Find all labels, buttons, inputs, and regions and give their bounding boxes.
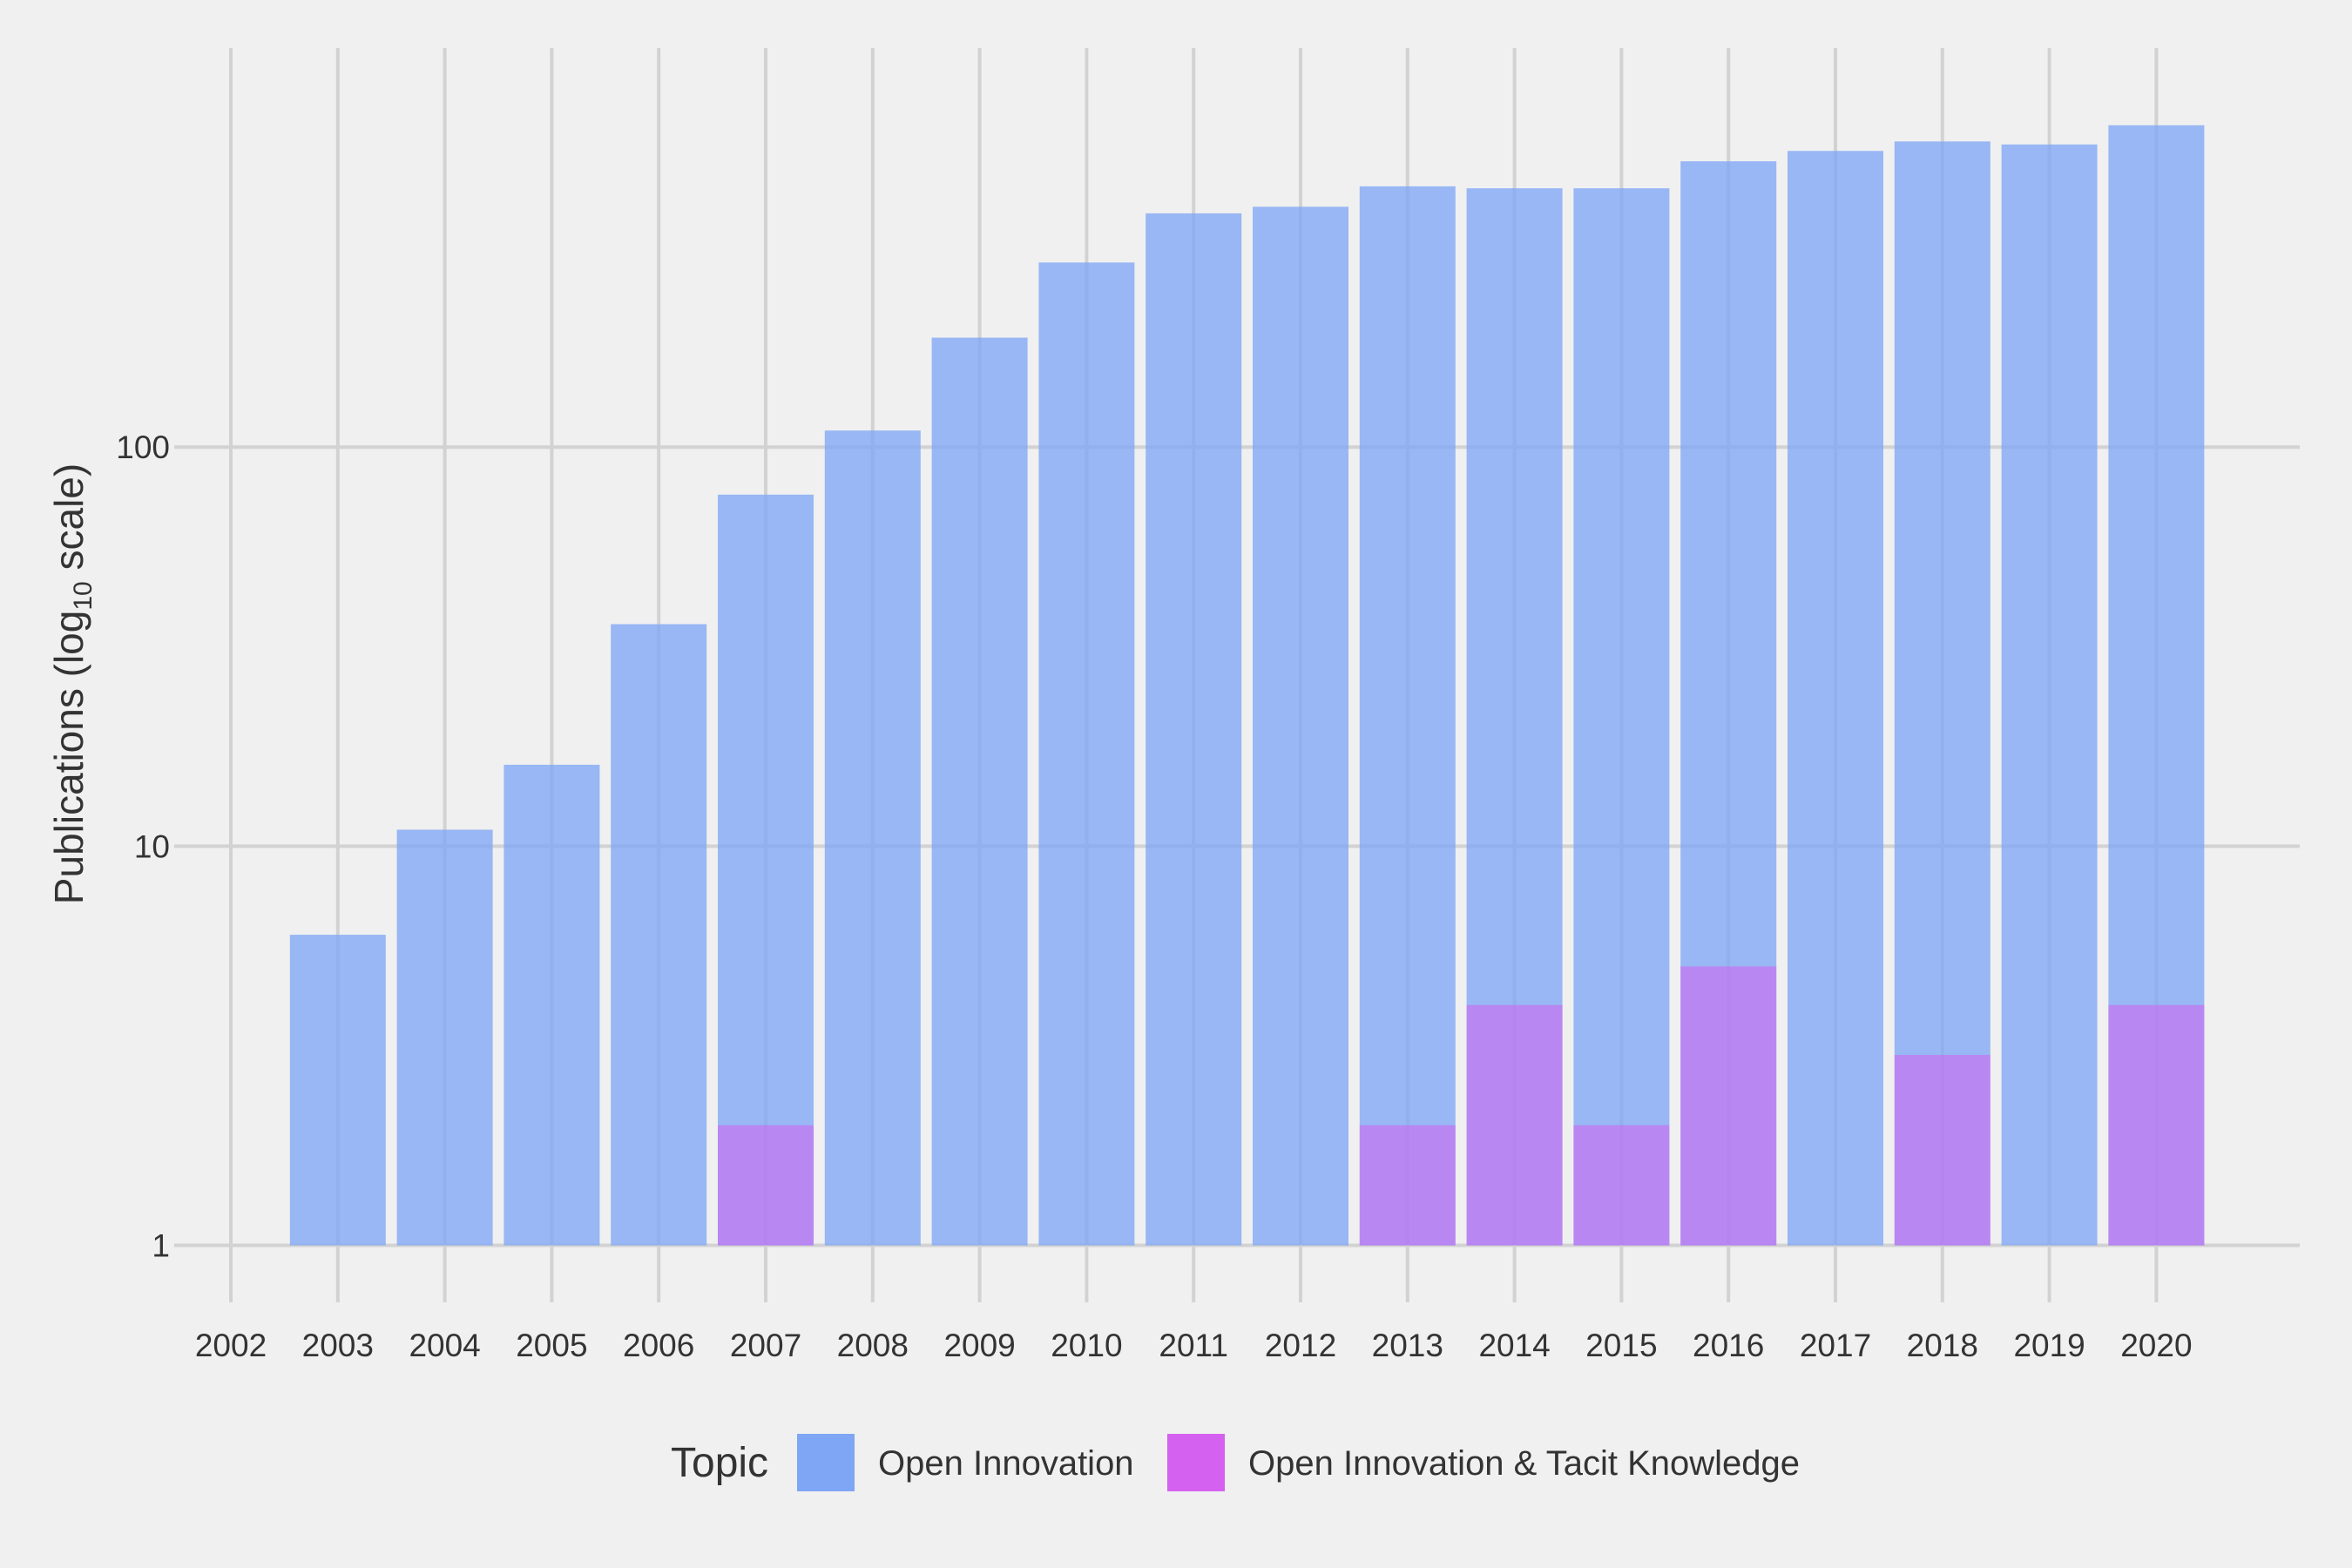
bars-layer — [289, 125, 2205, 1246]
bar-open-innovation-tacit-knowledge-2016 — [1680, 966, 1777, 1246]
legend-label-open-innovation-tacit-knowledge: Open Innovation & Tacit Knowledge — [1248, 1444, 1800, 1483]
x-tick-label-2018: 2018 — [1907, 1328, 1978, 1363]
y-tick-label-1: 1 — [152, 1228, 170, 1264]
bar-open-innovation-2007 — [718, 494, 814, 1246]
bar-open-innovation-2004 — [396, 829, 493, 1246]
bar-open-innovation-tacit-knowledge-2013 — [1359, 1125, 1456, 1246]
legend-title: Topic — [671, 1440, 768, 1486]
bar-open-innovation-2008 — [824, 430, 921, 1246]
y-tick-label-100: 100 — [116, 429, 170, 465]
x-tick-label-2015: 2015 — [1585, 1328, 1657, 1363]
x-tick-label-2014: 2014 — [1478, 1328, 1550, 1363]
x-tick-label-2009: 2009 — [943, 1328, 1015, 1363]
bar-open-innovation-2003 — [289, 935, 386, 1246]
x-tick-label-2012: 2012 — [1265, 1328, 1336, 1363]
x-tick-label-2019: 2019 — [2013, 1328, 2085, 1363]
x-tick-label-2020: 2020 — [2120, 1328, 2192, 1363]
x-tick-label-2004: 2004 — [409, 1328, 480, 1363]
bar-open-innovation-2005 — [504, 764, 600, 1246]
x-tick-label-2010: 2010 — [1051, 1328, 1122, 1363]
y-tick-label-10: 10 — [134, 828, 170, 864]
legend: Topic Open Innovation Open Innovation & Ta… — [671, 1434, 1800, 1491]
bar-open-innovation-2015 — [1573, 188, 1670, 1246]
bar-open-innovation-2006 — [611, 624, 707, 1246]
legend-key-open-innovation-tacit-knowledge — [1167, 1434, 1225, 1491]
x-tick-label-2002: 2002 — [195, 1328, 267, 1363]
legend-key-open-innovation — [797, 1434, 855, 1491]
legend-label-open-innovation: Open Innovation — [878, 1444, 1134, 1483]
x-tick-label-2017: 2017 — [1800, 1328, 1871, 1363]
x-tick-label-2006: 2006 — [623, 1328, 694, 1363]
bar-open-innovation-tacit-knowledge-2020 — [2108, 1004, 2205, 1246]
x-tick-label-2013: 2013 — [1372, 1328, 1443, 1363]
bar-open-innovation-tacit-knowledge-2018 — [1894, 1055, 1990, 1246]
x-tick-label-2005: 2005 — [516, 1328, 587, 1363]
bar-open-innovation-2012 — [1253, 206, 1348, 1246]
bar-open-innovation-2013 — [1359, 186, 1456, 1246]
bar-open-innovation-2017 — [1788, 151, 1883, 1246]
bar-open-innovation-tacit-knowledge-2015 — [1573, 1125, 1670, 1246]
x-tick-label-2008: 2008 — [837, 1328, 909, 1363]
x-tick-label-2007: 2007 — [730, 1328, 801, 1363]
x-axis-ticks: 2002 2003 2004 2005 2006 2007 2008 2009 2010 2011… — [195, 1328, 2193, 1363]
y-axis-ticks: 1 10 100 — [116, 429, 170, 1263]
bar-open-innovation-2019 — [2001, 144, 2098, 1246]
y-axis-title: Publications (log10 scale) — [46, 463, 98, 904]
bar-open-innovation-tacit-knowledge-2007 — [718, 1125, 814, 1246]
x-tick-label-2003: 2003 — [302, 1328, 374, 1363]
x-tick-label-2011: 2011 — [1159, 1328, 1228, 1363]
x-tick-label-2016: 2016 — [1693, 1328, 1764, 1363]
bar-open-innovation-2009 — [931, 337, 1028, 1246]
bar-open-innovation-tacit-knowledge-2014 — [1466, 1004, 1563, 1246]
bar-open-innovation-2011 — [1146, 213, 1242, 1246]
bar-open-innovation-2010 — [1038, 262, 1135, 1246]
